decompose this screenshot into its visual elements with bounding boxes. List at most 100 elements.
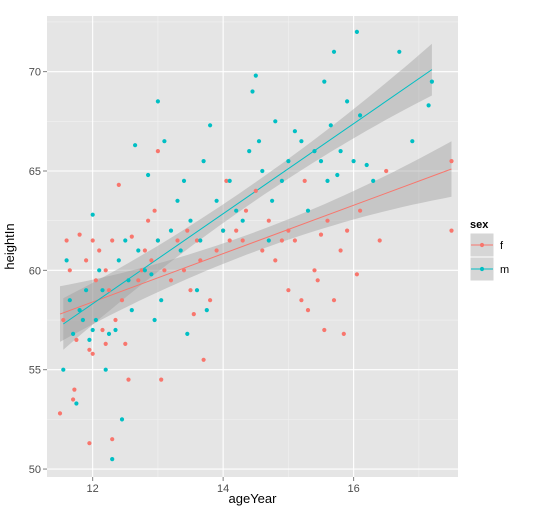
point-m bbox=[305, 208, 311, 213]
point-m bbox=[129, 308, 134, 313]
legend-label-f: f bbox=[500, 240, 504, 252]
point-f bbox=[159, 377, 164, 382]
point-f bbox=[449, 228, 454, 233]
point-m bbox=[149, 272, 154, 277]
point-m bbox=[331, 49, 337, 54]
point-f bbox=[354, 272, 359, 277]
point-f bbox=[377, 238, 382, 243]
point-m bbox=[74, 401, 79, 406]
point-f bbox=[325, 218, 330, 223]
point-m bbox=[103, 367, 108, 372]
grid-major bbox=[47, 16, 458, 477]
point-f bbox=[214, 248, 219, 253]
point-f bbox=[331, 298, 337, 303]
point-f bbox=[224, 178, 229, 183]
point-m bbox=[116, 258, 121, 263]
point-m bbox=[119, 417, 125, 422]
point-m bbox=[322, 79, 327, 84]
point-f bbox=[299, 298, 304, 303]
point-m bbox=[155, 99, 160, 104]
y-tick-label: 65 bbox=[29, 166, 41, 178]
x-tick-label: 14 bbox=[217, 483, 229, 495]
point-m bbox=[159, 298, 164, 303]
point-m bbox=[181, 178, 187, 183]
point-m bbox=[273, 119, 278, 124]
point-f bbox=[266, 218, 271, 223]
point-f bbox=[201, 357, 206, 362]
point-m bbox=[168, 228, 174, 233]
point-f bbox=[188, 288, 193, 293]
point-f bbox=[139, 268, 144, 273]
point-m bbox=[358, 113, 363, 118]
point-f bbox=[84, 258, 89, 263]
point-f bbox=[227, 238, 232, 243]
point-m bbox=[312, 149, 317, 154]
fit-lines bbox=[59, 69, 452, 325]
point-f bbox=[155, 149, 160, 154]
point-m bbox=[126, 278, 131, 283]
point-m bbox=[77, 308, 82, 313]
point-f bbox=[208, 298, 213, 303]
data-points bbox=[57, 29, 454, 462]
point-f bbox=[243, 208, 249, 213]
point-m bbox=[345, 99, 350, 104]
point-m bbox=[318, 159, 324, 164]
point-m bbox=[204, 308, 209, 313]
point-m bbox=[194, 288, 200, 293]
point-f bbox=[315, 278, 320, 283]
point-f bbox=[129, 234, 134, 239]
point-f bbox=[142, 248, 147, 253]
point-f bbox=[146, 218, 151, 223]
point-f bbox=[74, 337, 79, 342]
point-f bbox=[341, 331, 346, 336]
point-f bbox=[384, 168, 389, 174]
point-m bbox=[240, 218, 245, 223]
point-f bbox=[175, 238, 180, 243]
point-f bbox=[123, 341, 128, 346]
point-f bbox=[103, 341, 108, 346]
y-tick-label: 55 bbox=[29, 365, 41, 377]
point-f bbox=[302, 178, 307, 183]
grid-minor bbox=[47, 16, 458, 477]
point-f bbox=[312, 268, 317, 273]
point-f bbox=[110, 437, 115, 442]
point-f bbox=[318, 232, 324, 237]
point-f bbox=[191, 312, 196, 317]
point-f bbox=[152, 208, 157, 213]
y-axis-title: heightIn bbox=[2, 223, 17, 269]
legend: sex fm bbox=[469, 219, 509, 282]
point-m bbox=[188, 218, 193, 223]
point-f bbox=[116, 182, 121, 187]
point-f bbox=[322, 327, 327, 333]
point-m bbox=[142, 268, 147, 273]
point-f bbox=[77, 232, 82, 237]
point-f bbox=[119, 298, 125, 303]
point-m bbox=[87, 337, 92, 342]
point-m bbox=[270, 198, 275, 203]
point-m bbox=[260, 168, 265, 174]
point-f bbox=[194, 238, 200, 243]
point-f bbox=[87, 441, 92, 446]
point-f bbox=[260, 248, 265, 253]
legend-title: sex bbox=[470, 219, 489, 231]
point-m bbox=[152, 317, 157, 323]
point-m bbox=[113, 327, 118, 333]
point-m bbox=[351, 159, 356, 164]
point-m bbox=[397, 49, 402, 54]
point-f bbox=[61, 317, 66, 323]
point-m bbox=[292, 129, 297, 134]
point-m bbox=[371, 178, 376, 183]
point-m bbox=[338, 149, 343, 154]
legend-label-m: m bbox=[500, 264, 509, 276]
y-tick-label: 50 bbox=[29, 464, 41, 476]
point-f bbox=[305, 308, 311, 313]
fit-line-f bbox=[59, 168, 452, 315]
point-f bbox=[64, 238, 69, 243]
point-m bbox=[354, 29, 359, 34]
point-m bbox=[410, 139, 415, 144]
point-m bbox=[253, 73, 258, 78]
point-m bbox=[185, 331, 190, 336]
point-f bbox=[345, 228, 350, 233]
point-m bbox=[93, 317, 98, 323]
